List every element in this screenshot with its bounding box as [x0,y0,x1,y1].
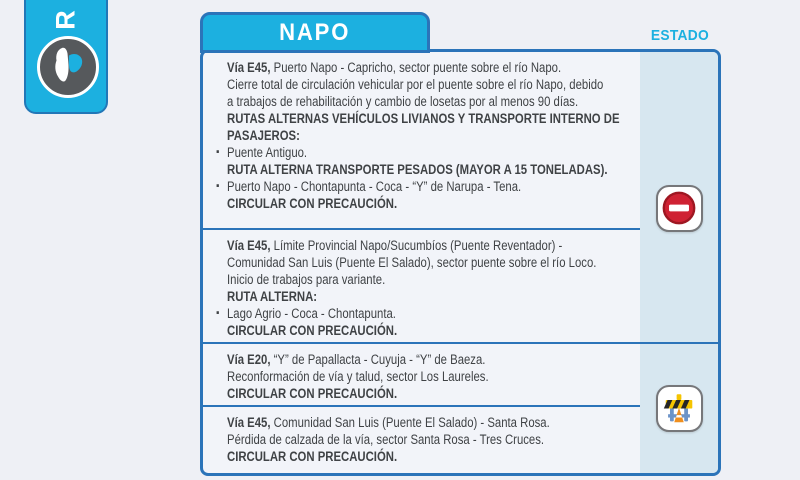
province-tab-napo[interactable]: NAPO [200,12,430,53]
road-line: Inicio de trabajos para variante. [227,272,386,287]
road-line: Reconformación de vía y talud, sector Lo… [227,369,489,384]
construction-barrier-icon [655,385,703,432]
road-line: CIRCULAR CON PRECAUCIÓN. [227,386,398,401]
road-line: Vía E20, “Y” de Papallacta - Cuyuja - “Y… [227,352,486,367]
road-line: RUTAS ALTERNAS VEHÍCULOS LIVIANOS Y TRAN… [227,111,620,126]
road-line: RUTA ALTERNA TRANSPORTE PESADOS (MAYOR A… [227,162,608,177]
row-text: Vía E45, Comunidad San Luis (Puente El S… [227,414,634,465]
row-text: Vía E45, Puerto Napo - Capricho, sector … [216,59,634,212]
road-line: Comunidad San Luis (Puente El Salado), s… [227,255,597,270]
province-nav-card[interactable]: R [24,0,108,114]
row-text: Vía E20, “Y” de Papallacta - Cuyuja - “Y… [227,351,634,402]
province-tab-label: NAPO [279,18,351,46]
road-line: Vía E45, Límite Provincial Napo/Sucumbío… [227,238,563,253]
road-line: Puente Antiguo. [216,144,634,161]
road-line: CIRCULAR CON PRECAUCIÓN. [227,449,398,464]
road-line: Pérdida de calzada de la vía, sector San… [227,432,545,447]
road-line: PASAJEROS: [227,128,300,143]
status-cell [640,342,718,473]
road-status-board: Vía E45, Puerto Napo - Capricho, sector … [200,49,721,476]
road-status-row: Vía E45, Puerto Napo - Capricho, sector … [203,52,640,228]
road-line: RUTA ALTERNA: [227,289,318,304]
road-line: a trabajos de rehabilitación y cambio de… [227,94,579,109]
road-line: CIRCULAR CON PRECAUCIÓN. [227,196,398,211]
road-status-row: Vía E20, “Y” de Papallacta - Cuyuja - “Y… [203,342,640,405]
row-text: Vía E45, Límite Provincial Napo/Sucumbío… [216,237,634,339]
no-entry-icon [655,184,703,232]
road-line: Cierre total de circulación vehicular po… [227,77,604,92]
road-line: Lago Agrio - Coca - Chontapunta. [216,305,634,322]
road-status-row: Vía E45, Límite Provincial Napo/Sucumbío… [203,228,640,342]
estado-column-header: ESTADO [650,27,710,44]
status-cell [640,52,718,342]
road-line: Vía E45, Comunidad San Luis (Puente El S… [227,415,550,430]
road-line: Puerto Napo - Chontapunta - Coca - “Y” d… [216,178,634,195]
road-line: CIRCULAR CON PRECAUCIÓN. [227,323,398,338]
road-line: Vía E45, Puerto Napo - Capricho, sector … [227,60,562,75]
road-status-row: Vía E45, Comunidad San Luis (Puente El S… [203,405,640,473]
ecuador-map-icon [35,34,101,105]
